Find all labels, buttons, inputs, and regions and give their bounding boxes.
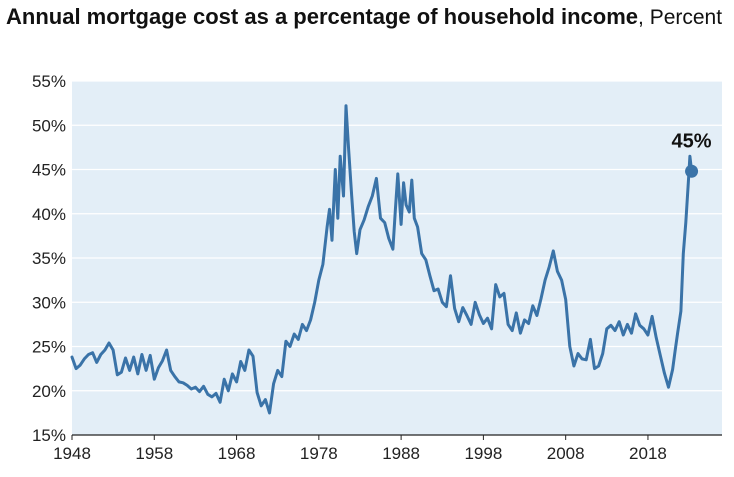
x-axis: 1948 1958 1968 1978 1988 1998 2008 2018 <box>53 434 722 463</box>
chart-title-text: Annual mortgage cost as a percentage of … <box>6 4 639 29</box>
y-tick-label: 15% <box>32 426 66 445</box>
y-tick-label: 25% <box>32 338 66 357</box>
x-tick-label: 1998 <box>464 444 502 463</box>
y-tick-label: 55% <box>32 72 66 91</box>
series-group <box>70 104 694 415</box>
annotation-label: 45% <box>672 130 712 152</box>
chart-title-block: Annual mortgage cost as a percentage of … <box>6 4 726 31</box>
x-tick-label: 1988 <box>382 444 420 463</box>
x-tick-label: 1978 <box>300 444 338 463</box>
y-tick-label: 35% <box>32 249 66 268</box>
y-axis: 15% 20% 25% 30% 35% 40% 45% 50% 55% <box>32 72 66 445</box>
y-tick-label: 20% <box>32 382 66 401</box>
x-tick-label: 1948 <box>53 444 91 463</box>
x-tick-label: 2008 <box>547 444 585 463</box>
y-tick-label: 30% <box>32 293 66 312</box>
x-tick-label: 1968 <box>218 444 256 463</box>
y-tick-label: 40% <box>32 205 66 224</box>
gridlines <box>72 80 722 392</box>
chart-title: Annual mortgage cost as a percentage of … <box>6 4 723 29</box>
series-line <box>70 104 694 415</box>
y-tick-label: 45% <box>32 161 66 180</box>
y-tick-label: 50% <box>32 116 66 135</box>
x-tick-label: 2018 <box>629 444 667 463</box>
x-tick-label: 1958 <box>135 444 173 463</box>
annotation-marker <box>685 164 699 178</box>
chart-subtitle: Percent <box>649 6 723 29</box>
annotation-group: 45% <box>672 130 712 178</box>
